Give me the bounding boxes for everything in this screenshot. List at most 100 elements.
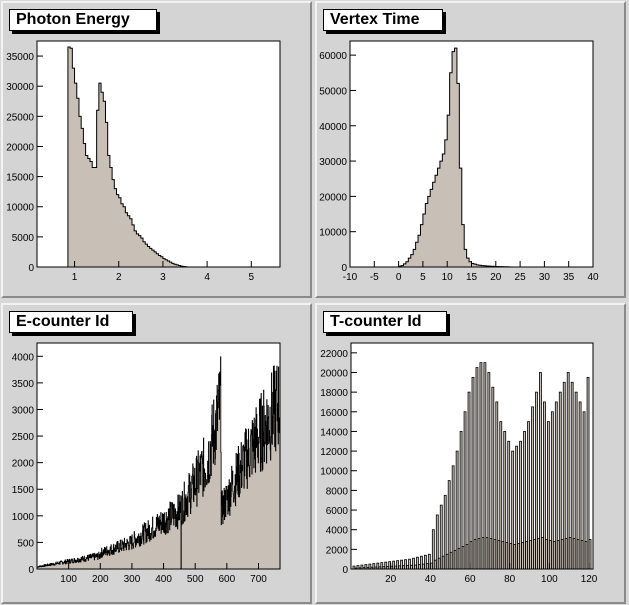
- x-tick-label: 5: [249, 272, 255, 283]
- t-counter-bar-even: [445, 553, 449, 570]
- y-tick-label: 20000: [319, 192, 347, 203]
- t-counter-bar-even: [541, 537, 544, 570]
- t-counter-bar-even: [461, 545, 465, 570]
- y-tick-label: 2000: [12, 459, 35, 470]
- y-tick-label: 12000: [320, 447, 348, 458]
- t-counter-bar-even: [537, 538, 540, 570]
- x-tick-label: 30: [539, 272, 551, 283]
- y-tick-label: 14000: [320, 427, 348, 438]
- pad-photon-energy: 1 2 3 4 5 0 5000 10000 15000 20000 25000 30000 35000…: [1, 1, 312, 298]
- t-counter-bar-even: [529, 540, 532, 570]
- t-counter-bar-even: [552, 541, 556, 570]
- x-tick-label: -10: [343, 272, 358, 283]
- t-counter-bar-even: [501, 541, 505, 570]
- y-tick-label: 20000: [320, 368, 348, 379]
- plot-frame-bg: [350, 41, 593, 267]
- y-tick-label: 10000: [319, 228, 347, 239]
- t-counter-bar-even: [533, 539, 536, 570]
- y-tick-label: 30000: [6, 82, 34, 93]
- pad-vertex-time: -10 -5 0 5 10 15 20 25 30 35 40 0 10000 20000 30000 400…: [315, 1, 626, 298]
- x-tick-label: 1: [72, 272, 78, 283]
- t-counter-bar-even: [406, 565, 409, 570]
- y-tick-label: 1000: [12, 512, 35, 523]
- x-tick-label: 60: [464, 574, 476, 585]
- x-tick-label: 120: [581, 574, 598, 585]
- t-counter-bar-even: [449, 551, 453, 570]
- x-tick-label: 100: [60, 574, 77, 585]
- vertex-time-histogram: [398, 47, 511, 268]
- t-counter-bar-even: [410, 564, 413, 570]
- x-tick-label: 35: [563, 272, 575, 283]
- photon-energy-title: Photon Energy: [9, 9, 157, 31]
- y-tick-label: 3000: [12, 405, 35, 416]
- x-tick-label: 300: [124, 574, 141, 585]
- y-tick-label: 8000: [326, 486, 349, 497]
- x-tick-label: 400: [155, 574, 172, 585]
- t-counter-bar-even: [572, 538, 576, 570]
- x-tick-label: 40: [425, 574, 437, 585]
- t-counter-bar-even: [425, 563, 429, 570]
- photon-energy-plot: 1 2 3 4 5 0 5000 10000 15000 20000 25000 30000 35000: [6, 40, 281, 283]
- y-tick-label: 3500: [12, 379, 35, 390]
- y-tick-label: 15000: [6, 173, 34, 184]
- x-tick-label: -5: [370, 272, 379, 283]
- x-tick-label: 100: [541, 574, 558, 585]
- x-tick-label: 3: [160, 272, 166, 283]
- y-tick-label: 60000: [319, 51, 347, 62]
- t-counter-bar-even: [556, 540, 560, 570]
- t-counter-bar-even: [414, 564, 417, 570]
- photon-energy-histogram: [67, 46, 188, 268]
- t-counter-bar-even: [465, 544, 469, 570]
- t-counter-bar-even: [568, 537, 572, 570]
- x-tick-label: 700: [250, 574, 267, 585]
- x-tick-label: 80: [504, 574, 516, 585]
- plot-frame: [36, 40, 281, 268]
- t-counter-bar-even: [477, 538, 481, 570]
- vertex-time-plot: -10 -5 0 5 10 15 20 25 30 35 40 0 10000 20000 30000 400…: [319, 40, 599, 283]
- y-tick-label: 18000: [320, 388, 348, 399]
- y-tick-label: 2000: [326, 545, 349, 556]
- x-tick-label: 500: [187, 574, 204, 585]
- y-tick-label: 16000: [320, 408, 348, 419]
- t-counter-bar-even: [544, 539, 548, 570]
- t-counter-bar-even: [576, 539, 580, 570]
- y-tick-label: 20000: [6, 142, 34, 153]
- y-tick-label: 0: [341, 263, 347, 274]
- y-tick-label: 0: [28, 565, 34, 576]
- t-counter-bar-even: [437, 557, 441, 570]
- y-tick-label: 1500: [12, 485, 35, 496]
- x-tick-label: 2: [116, 272, 122, 283]
- t-counter-bar-even: [580, 540, 584, 570]
- y-tick-label: 0: [342, 565, 348, 576]
- t-counter-plot: 20 40 60 80 100 120 0 2000 4000 6000 8000 10000 1200…: [320, 342, 598, 585]
- y-tick-label: 30000: [319, 157, 347, 168]
- y-tick-label: 35000: [6, 52, 34, 63]
- x-tick-label: 25: [515, 272, 527, 283]
- x-tick-label: 5: [420, 272, 426, 283]
- x-tick-label: 200: [92, 574, 109, 585]
- y-tick-label: 10000: [6, 203, 34, 214]
- y-tick-label: 4000: [326, 526, 349, 537]
- t-counter-bar-even: [457, 547, 461, 570]
- x-tick-label: 600: [219, 574, 236, 585]
- pad-e-counter: 100 200 300 400 500 600 700 0 500 1000 1500 2000 250…: [1, 303, 312, 604]
- t-counter-bar-even: [453, 549, 457, 570]
- y-tick-label: 5000: [12, 233, 35, 244]
- pad-t-counter: 20 40 60 80 100 120 0 2000 4000 6000 8000 10000 1200…: [315, 303, 626, 604]
- x-tick-label: 0: [396, 272, 402, 283]
- t-counter-bar-even: [422, 563, 425, 570]
- x-tick-label: 15: [466, 272, 478, 283]
- y-tick-label: 2500: [12, 432, 35, 443]
- y-tick-label: 25000: [6, 112, 34, 123]
- t-counter-bar-even: [485, 537, 489, 570]
- y-tick-label: 500: [17, 538, 34, 549]
- y-tick-label: 0: [28, 263, 34, 274]
- t-counter-bar-even: [497, 540, 501, 570]
- t-counter-bar-even: [517, 543, 521, 570]
- vertex-time-title: Vertex Time: [323, 9, 443, 31]
- t-counter-bar-even: [418, 564, 421, 570]
- t-counter-bar-even: [525, 541, 528, 570]
- e-counter-plot: 100 200 300 400 500 600 700 0 500 1000 1500 2000 250…: [12, 342, 281, 585]
- t-counter-bar-even: [493, 539, 497, 570]
